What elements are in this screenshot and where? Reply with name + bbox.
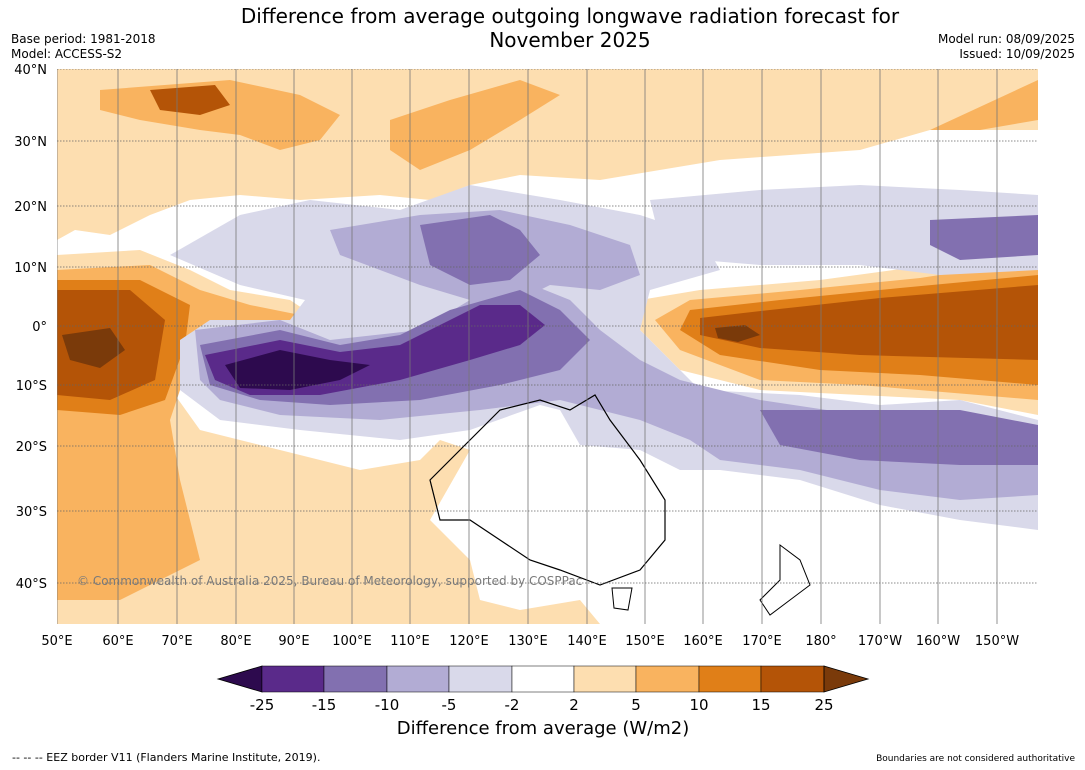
lon-label: 170°E [742, 634, 782, 649]
title-line-1: Difference from average outgoing longwav… [240, 4, 900, 28]
meta-left: Base period: 1981-2018 Model: ACCESS-S2 [11, 32, 156, 62]
negative-anomaly-philippine-sea [420, 215, 540, 285]
lat-axis-labels: 40°N 30°N 20°N 10°N 0° 10°S 20°S 30°S 40… [14, 63, 47, 592]
colorbar-bin [573, 665, 637, 693]
lon-label: 160°E [683, 634, 723, 649]
base-period: Base period: 1981-2018 [11, 32, 156, 46]
colorbar-tick: -10 [375, 696, 400, 714]
lon-axis-labels: 50°E 60°E 70°E 80°E 90°E 100°E 110°E 120… [41, 634, 1019, 649]
negative-anomaly-north-pacific [650, 185, 1038, 275]
negative-anomaly-peak [225, 350, 370, 390]
lon-label: 170°W [858, 634, 902, 649]
lon-label: 140°E [567, 634, 607, 649]
lon-label: 150°W [975, 634, 1019, 649]
lat-label: 10°S [16, 379, 47, 394]
lat-label: 30°S [16, 505, 47, 520]
lat-label: 10°N [14, 261, 47, 276]
boundary-disclaimer: Boundaries are not considered authoritat… [876, 754, 1075, 764]
colorbar-max-arrow [823, 665, 870, 693]
model-run: Model run: 08/09/2025 [937, 32, 1075, 46]
colorbar-tick: -2 [505, 696, 520, 714]
colorbar-tick: -15 [312, 696, 337, 714]
lon-label: 130°E [508, 634, 548, 649]
positive-anomaly-central-pacific-max [700, 285, 1038, 360]
title-line-2: November 2025 [489, 28, 651, 52]
map-title: Difference from average outgoing longwav… [170, 4, 970, 52]
new-zealand-coastline [759, 544, 811, 616]
lat-label: 40°S [16, 577, 47, 592]
colorbar-bin [448, 665, 513, 693]
australia-coastline [429, 394, 666, 586]
map-grid [57, 69, 998, 624]
lat-label: 40°N [14, 63, 47, 78]
colorbar-bin [635, 665, 700, 693]
lon-label: 50°E [41, 634, 72, 649]
lon-label: 100°E [332, 634, 372, 649]
lon-label: 180° [805, 634, 836, 649]
lon-label: 90°E [278, 634, 309, 649]
lon-label: 110°E [390, 634, 430, 649]
colorbar-tick: 5 [631, 696, 641, 714]
lat-label: 20°S [16, 440, 47, 455]
positive-anomaly-north-pacific [930, 80, 1038, 130]
positive-anomaly-peak-pacific [715, 325, 760, 342]
eez-legend: -- -- -- EEZ border V11 (Flanders Marine… [12, 751, 321, 764]
lon-label: 150°E [625, 634, 665, 649]
colorbar-tick: 15 [751, 696, 770, 714]
colorbar-tick: -5 [442, 696, 457, 714]
positive-anomaly-tibet [150, 85, 230, 115]
colorbar-bin [511, 665, 575, 693]
colorbar-bin [323, 665, 388, 693]
colorbar-bin [698, 665, 762, 693]
colorbar: -25 -15 -10 -5 -2 2 5 10 15 25 [216, 665, 870, 714]
issued-date: Issued: 10/09/2025 [959, 47, 1075, 61]
model-name: Model: ACCESS-S2 [11, 47, 123, 61]
colorbar-tick: 10 [689, 696, 708, 714]
lon-label: 120°E [449, 634, 489, 649]
lat-label: 30°N [14, 135, 47, 150]
negative-anomaly-south-pacific [760, 410, 1038, 465]
colorbar-bin [261, 665, 325, 693]
colorbar-tick: 2 [569, 696, 579, 714]
lon-label: 70°E [161, 634, 192, 649]
tasmania-coastline [611, 587, 633, 611]
lon-label: 160°W [916, 634, 960, 649]
lon-label: 80°E [220, 634, 251, 649]
map-latitude-lines [57, 69, 1038, 584]
colorbar-tick: 25 [814, 696, 833, 714]
negative-anomaly-hawaii [930, 215, 1038, 260]
positive-anomaly-china-sea [390, 80, 560, 170]
colorbar-label: Difference from average (W/m2) [396, 718, 690, 739]
copyright-notice: © Commonwealth of Australia 2025, Bureau… [77, 574, 583, 588]
lat-label: 20°N [14, 200, 47, 215]
positive-anomaly-peak-west [62, 328, 125, 368]
colorbar-tick: -25 [250, 696, 275, 714]
meta-right: Model run: 08/09/2025 Issued: 10/09/2025 [938, 32, 1075, 62]
lat-label: 0° [32, 320, 47, 335]
map-plot-area [57, 69, 1038, 624]
colorbar-min-arrow [216, 665, 263, 693]
colorbar-bin [386, 665, 450, 693]
lon-label: 60°E [102, 634, 133, 649]
colorbar-bin [760, 665, 825, 693]
